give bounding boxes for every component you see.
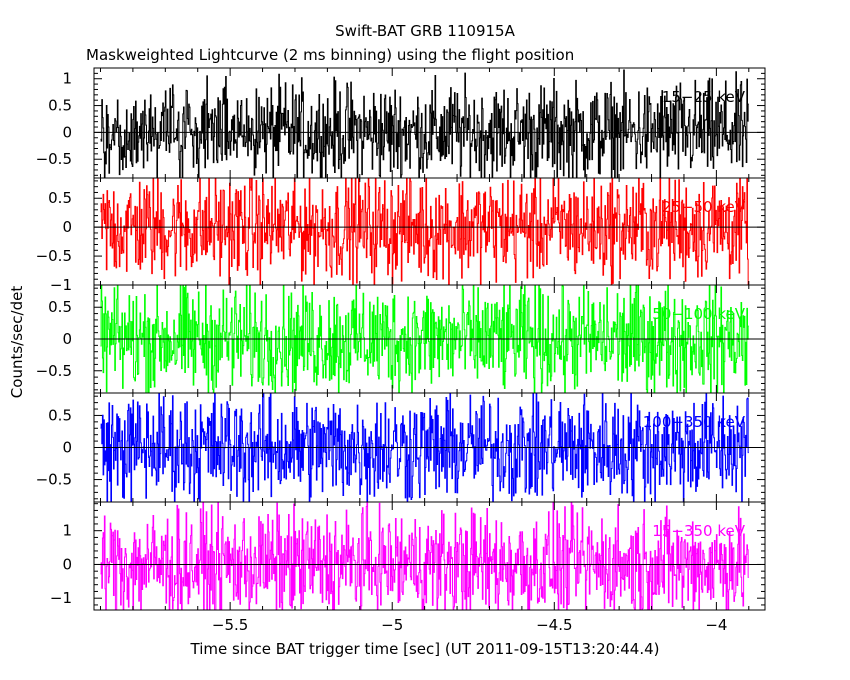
chart-subtitle: Maskweighted Lightcurve (2 ms binning) u… bbox=[86, 46, 574, 64]
y-tick-label: −0.5 bbox=[36, 150, 72, 168]
band-label: 25−50 keV bbox=[662, 198, 746, 216]
x-tick-label: −4.5 bbox=[536, 616, 572, 634]
y-tick-label: −1 bbox=[50, 589, 72, 607]
y-tick-label: 1 bbox=[62, 522, 72, 540]
y-tick-label: 0.5 bbox=[48, 189, 72, 207]
y-tick-label: 0 bbox=[62, 439, 72, 457]
panel-100-350-kev: −0.5 0 0.5 100−350 keV bbox=[36, 392, 766, 503]
series-line-25-50-kev bbox=[100, 178, 749, 285]
y-tick-label: 0.5 bbox=[48, 97, 72, 115]
band-label: 15−350 keV bbox=[652, 522, 745, 540]
x-tick-label: −5.5 bbox=[212, 616, 248, 634]
x-tick-label: −4 bbox=[705, 616, 727, 634]
y-tick-label: −0.5 bbox=[36, 362, 72, 380]
band-label: 15−25 keV bbox=[662, 88, 746, 106]
x-tick-label: −5 bbox=[381, 616, 403, 634]
y-tick-label: 0 bbox=[62, 218, 72, 236]
panel-15-350-kev: −1 0 1 15−350 keV bbox=[50, 501, 766, 611]
y-tick-label: 0 bbox=[62, 555, 72, 573]
panel-frame bbox=[93, 501, 766, 611]
series-line-50-100-kev bbox=[100, 285, 749, 393]
y-tick-label: 0.5 bbox=[48, 298, 72, 316]
chart-title: Swift-BAT GRB 110915A bbox=[335, 22, 515, 40]
y-tick-label: 0 bbox=[62, 330, 72, 348]
x-tick-labels: −5.5 −5 −4.5 −4 bbox=[212, 616, 728, 634]
panels-group: −0.5 0 0.5 1 15−25 keV −1 −0.5 0 0.5 25−50 keV −0.… bbox=[36, 67, 766, 611]
x-axis-label: Time since BAT trigger time [sec] (UT 20… bbox=[190, 640, 660, 658]
y-tick-label: −1 bbox=[50, 276, 72, 294]
y-tick-label: 0 bbox=[62, 123, 72, 141]
panel-50-100-kev: −0.5 0 0.5 50−100 keV bbox=[36, 284, 766, 394]
y-tick-label: 0.5 bbox=[48, 406, 72, 424]
y-tick-label: −0.5 bbox=[36, 471, 72, 489]
y-tick-label: −0.5 bbox=[36, 247, 72, 265]
band-label: 100−350 keV bbox=[643, 413, 746, 431]
panel-25-50-kev: −1 −0.5 0 0.5 25−50 keV bbox=[36, 177, 766, 294]
series-line-15-350-kev bbox=[100, 502, 749, 610]
series-line-15-25-kev bbox=[100, 69, 749, 178]
panel-15-25-kev: −0.5 0 0.5 1 15−25 keV bbox=[36, 67, 766, 179]
y-tick-label: 1 bbox=[62, 70, 72, 88]
band-label: 50−100 keV bbox=[652, 305, 745, 323]
y-axis-label: Counts/sec/det bbox=[8, 286, 26, 399]
